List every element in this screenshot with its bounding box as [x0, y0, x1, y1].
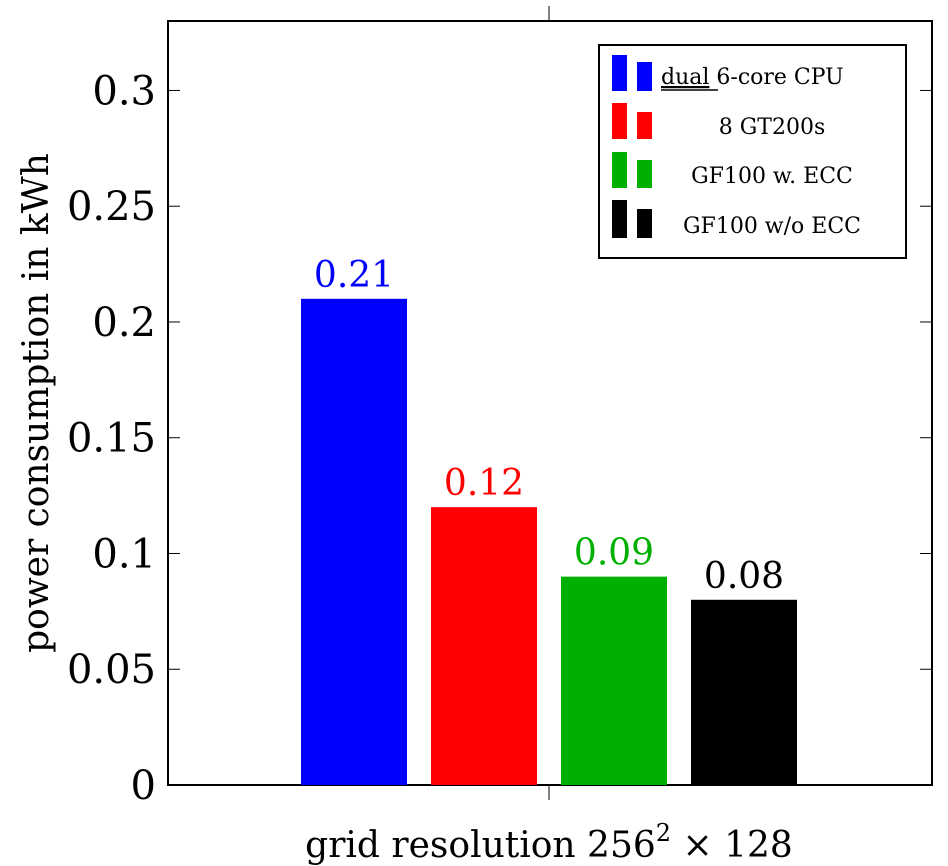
- legend-label-gt200: 8 GT200s: [719, 115, 826, 140]
- bars-group: 0.21 0.12 0.09 0.08: [301, 255, 797, 785]
- y-tick-label: 0.2: [92, 300, 156, 346]
- legend-swatch-cpu-a: [612, 55, 627, 91]
- x-axis-title-suffix: × 128: [671, 825, 793, 866]
- y-axis-ticks: 0 0.05 0.1 0.15 0.2 0.25 0.3: [67, 68, 932, 809]
- y-tick-label: 0: [131, 763, 156, 809]
- legend-label-cpu: dual 6-core CPU: [661, 65, 844, 90]
- legend-swatch-gf100-noecc-a: [612, 200, 627, 238]
- legend-label-cpu-underlined: dual: [661, 65, 709, 90]
- y-tick-label: 0.05: [67, 647, 156, 693]
- y-tick-label: 0.25: [67, 184, 156, 230]
- bar-1: [431, 507, 537, 785]
- legend-swatch-gf100-ecc-b: [637, 160, 652, 188]
- x-axis-title: grid resolution 2562 × 128: [305, 819, 793, 866]
- legend-entry-gt200: 8 GT200s: [612, 103, 825, 140]
- legend-entry-gf100-ecc: GF100 w. ECC: [612, 152, 853, 189]
- legend-swatch-gt200-b: [637, 112, 652, 139]
- legend-swatch-gf100-noecc-b: [637, 209, 652, 238]
- legend-swatch-cpu-b: [637, 62, 652, 91]
- legend-swatch-gt200-a: [612, 103, 627, 139]
- plot-frame: [167, 20, 933, 786]
- x-axis-title-superscript: 2: [656, 819, 671, 847]
- legend-swatch-gf100-ecc-a: [612, 152, 627, 188]
- y-axis-title: power consumption in kWh: [16, 153, 57, 653]
- bar-value-label-1: 0.12: [444, 463, 524, 504]
- bar-value-label-3: 0.08: [704, 556, 784, 597]
- bar-value-label-0: 0.21: [314, 255, 394, 296]
- legend-entry-gf100-noecc: GF100 w/o ECC: [612, 200, 861, 239]
- bar-0: [301, 298, 407, 785]
- bar-value-label-2: 0.09: [574, 533, 654, 574]
- legend-label-cpu-rest: 6-core CPU: [709, 65, 843, 90]
- legend-label-gf100-ecc: GF100 w. ECC: [691, 164, 853, 189]
- x-axis-title-main: grid resolution 256: [305, 825, 656, 866]
- legend: dual 6-core CPU 8 GT200s GF100 w. ECC GF…: [598, 44, 907, 259]
- bar-3: [691, 599, 797, 785]
- legend-label-gf100-noecc: GF100 w/o ECC: [683, 214, 861, 239]
- legend-entry-cpu: dual 6-core CPU: [612, 55, 844, 91]
- y-tick-label: 0.3: [92, 68, 156, 114]
- y-tick-label: 0.1: [92, 531, 156, 577]
- bar-2: [561, 576, 667, 785]
- y-tick-label: 0.15: [67, 416, 156, 462]
